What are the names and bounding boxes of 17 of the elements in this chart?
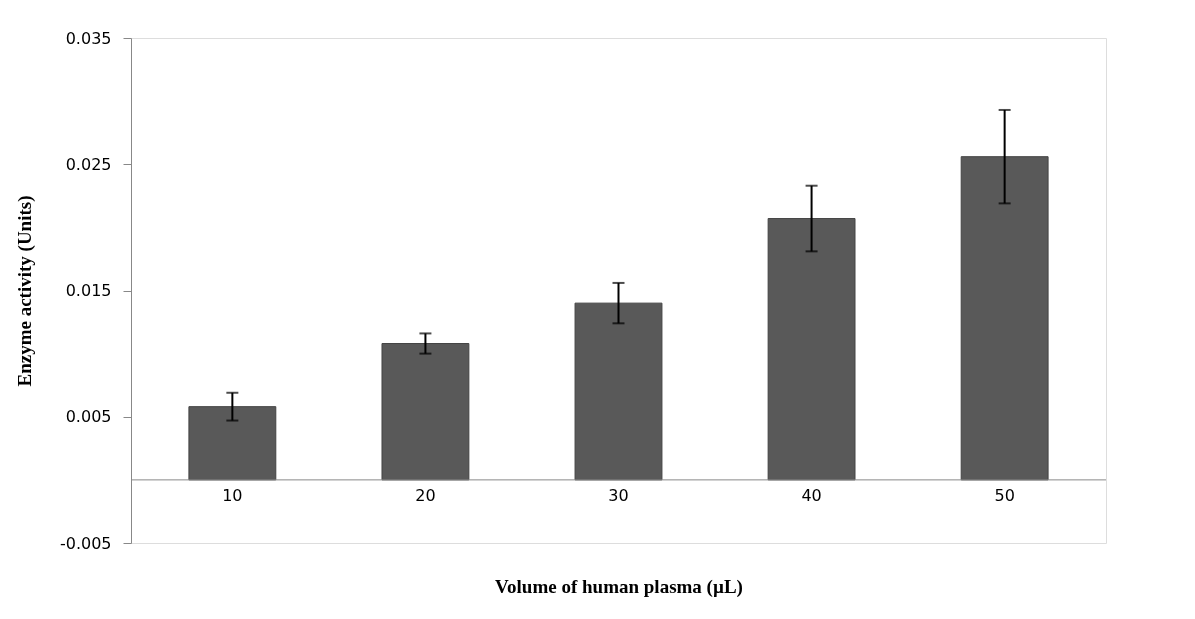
x-tick-label: 50	[994, 486, 1015, 506]
x-axis-title: Volume of human plasma (µL)	[495, 575, 743, 598]
bar	[960, 156, 1049, 481]
bar	[574, 302, 663, 481]
y-tick-label: 0.035	[65, 28, 112, 48]
x-tick-label: 20	[415, 486, 436, 506]
bar	[767, 218, 856, 481]
x-tick-label: 30	[608, 486, 629, 506]
bar	[381, 343, 470, 481]
y-axis-title: Enzyme activity (Units)	[13, 195, 36, 387]
y-tick-label: 0.005	[65, 407, 112, 427]
bar	[188, 406, 277, 481]
y-tick-label: 0.025	[65, 154, 112, 174]
x-tick-label: 10	[222, 486, 243, 506]
y-tick-label: 0.015	[65, 281, 112, 300]
x-tick-label: 40	[801, 486, 822, 506]
y-tick-label: -0.005	[59, 533, 112, 553]
